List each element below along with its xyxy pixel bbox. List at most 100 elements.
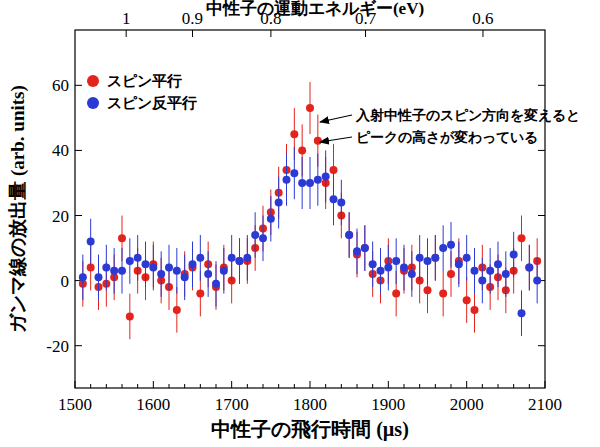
x2-axis-label: 中性子の運動エネルギー(eV): [206, 0, 424, 18]
x-minor-tick: [247, 384, 248, 388]
data-point: [306, 179, 314, 187]
y-tick-right: [538, 215, 545, 216]
data-point: [431, 254, 439, 262]
data-point: [314, 137, 322, 145]
x2-tick: [270, 30, 271, 37]
x-tick: [231, 381, 232, 388]
data-point: [118, 234, 126, 242]
plot-frame: [75, 30, 545, 388]
data-point: [196, 254, 204, 262]
data-point: [173, 267, 181, 275]
data-point: [204, 270, 212, 278]
y-tick: [75, 85, 82, 86]
data-point: [439, 290, 447, 298]
x2-tick-label: 0.6: [472, 9, 493, 28]
x2-tick: [365, 30, 366, 37]
x-tick: [466, 381, 467, 388]
annotation-arrow: [320, 137, 352, 142]
x-tick: [310, 381, 311, 388]
x-minor-tick: [529, 384, 530, 388]
x-minor-tick: [513, 384, 514, 388]
annotation-text: ピークの高さが変わっている: [356, 129, 538, 145]
data-point: [416, 254, 424, 262]
data-point: [478, 277, 486, 285]
x-minor-tick: [372, 384, 373, 388]
y-tick: [75, 345, 82, 346]
y-tick-label: 20: [52, 207, 69, 226]
data-point: [110, 267, 118, 275]
chart: 1500160017001800190020002100-20020406010…: [0, 0, 600, 447]
data-point: [298, 179, 306, 187]
x-tick: [153, 381, 154, 388]
data-point: [330, 166, 338, 174]
data-point: [306, 104, 314, 112]
x-tick: [75, 381, 76, 388]
data-point: [518, 234, 526, 242]
data-point: [345, 231, 353, 239]
data-point: [126, 312, 134, 320]
x-minor-tick: [122, 384, 123, 388]
x-tick: [545, 381, 546, 388]
data-point: [181, 273, 189, 281]
data-point: [463, 296, 471, 304]
data-point: [384, 264, 392, 272]
x2-tick: [482, 30, 483, 37]
x-tick: [388, 381, 389, 388]
data-point: [510, 251, 518, 259]
data-point: [275, 198, 283, 206]
x-minor-tick: [106, 384, 107, 388]
x-minor-tick: [169, 384, 170, 388]
x-tick-label: 1600: [136, 395, 170, 414]
data-point: [290, 169, 298, 177]
x-minor-tick: [482, 384, 483, 388]
legend-label: スピン反平行: [107, 95, 197, 111]
x2-tick-label: 0.9: [182, 9, 203, 28]
data-point: [447, 270, 455, 278]
x-minor-tick: [90, 384, 91, 388]
data-point: [259, 234, 267, 242]
series-1: [79, 147, 541, 336]
data-point: [251, 231, 259, 239]
data-point: [361, 244, 369, 252]
data-point: [173, 306, 181, 314]
data-point: [290, 130, 298, 138]
x-minor-tick: [451, 384, 452, 388]
data-point: [236, 257, 244, 265]
data-point: [330, 195, 338, 203]
data-point: [134, 254, 142, 262]
data-point: [533, 277, 541, 285]
data-point: [353, 247, 361, 255]
data-point: [79, 273, 87, 281]
x2-tick: [126, 30, 127, 37]
x-minor-tick: [263, 384, 264, 388]
y-tick-label: 40: [52, 141, 69, 160]
data-point: [267, 215, 275, 223]
data-point: [283, 176, 291, 184]
data-point: [314, 176, 322, 184]
x-tick-label: 2000: [450, 395, 484, 414]
data-point: [236, 257, 244, 265]
legend-label: スピン平行: [107, 73, 182, 89]
x-minor-tick: [325, 384, 326, 388]
y-tick: [75, 215, 82, 216]
x2-tick-label: 1: [122, 9, 131, 28]
x-minor-tick: [435, 384, 436, 388]
y-tick: [75, 150, 82, 151]
data-point: [157, 270, 165, 278]
data-point: [439, 244, 447, 252]
data-point: [196, 290, 204, 298]
x-minor-tick: [498, 384, 499, 388]
data-point: [118, 267, 126, 275]
data-point: [149, 264, 157, 272]
data-point: [298, 146, 306, 154]
data-point: [95, 273, 103, 281]
legend-marker: [87, 75, 99, 87]
data-point: [471, 267, 479, 275]
y-tick-label: 60: [52, 76, 69, 95]
data-point: [337, 198, 345, 206]
data-point: [424, 286, 432, 294]
data-point: [243, 254, 251, 262]
y-tick-right: [538, 85, 545, 86]
data-point: [455, 260, 463, 268]
x-tick-label: 1800: [293, 395, 327, 414]
